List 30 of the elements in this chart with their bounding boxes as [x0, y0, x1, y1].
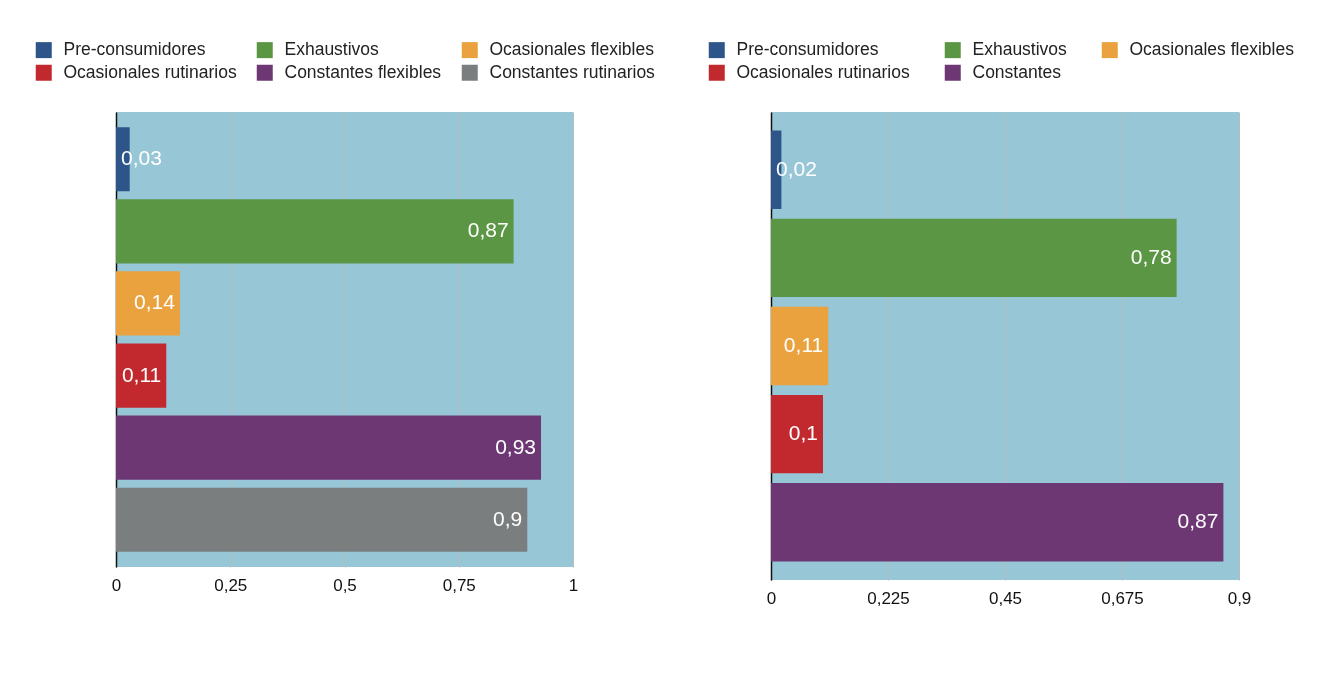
data-label: 0,11 [121, 362, 162, 386]
legend-label: Ocasionales flexibles [1129, 39, 1295, 60]
x-tick-label: 0,75 [442, 575, 476, 595]
data-label: 0,87 [1177, 509, 1219, 533]
x-tick-label: 0,9 [1227, 588, 1252, 608]
data-label: 0,93 [495, 434, 537, 458]
data-label: 0,78 [1130, 244, 1172, 268]
legend-label: Constantes flexibles [284, 61, 442, 82]
legend-label: Ocasionales rutinarios [736, 61, 910, 82]
legend-label: Pre-consumidores [736, 39, 879, 60]
data-label: 0,11 [783, 333, 824, 356]
data-label: 0,14 [134, 290, 176, 314]
x-tick-label: 0,45 [988, 588, 1023, 608]
legend-label: Exhaustivos [972, 39, 1068, 60]
legend-label: Ocasionales rutinarios [63, 61, 237, 82]
legend-label: Exhaustivos [284, 39, 380, 60]
data-label: 0,87 [467, 218, 509, 242]
x-tick-label: 0,25 [214, 575, 248, 595]
data-label: 0,9 [493, 506, 523, 530]
x-tick-label: 1 [568, 575, 579, 595]
legend-label: Pre-consumidores [63, 39, 206, 60]
legend-label: Constantes [972, 61, 1062, 82]
x-tick-label: 0,5 [333, 575, 357, 595]
x-tick-label: 0,225 [867, 588, 910, 608]
x-tick-label: 0 [111, 575, 122, 595]
x-tick-label: 0 [766, 588, 777, 608]
x-tick-label: 0,675 [1101, 588, 1144, 608]
data-label: 0,1 [788, 421, 818, 445]
legend-label: Ocasionales flexibles [489, 39, 655, 60]
legend-label: Constantes rutinarios [489, 61, 656, 82]
